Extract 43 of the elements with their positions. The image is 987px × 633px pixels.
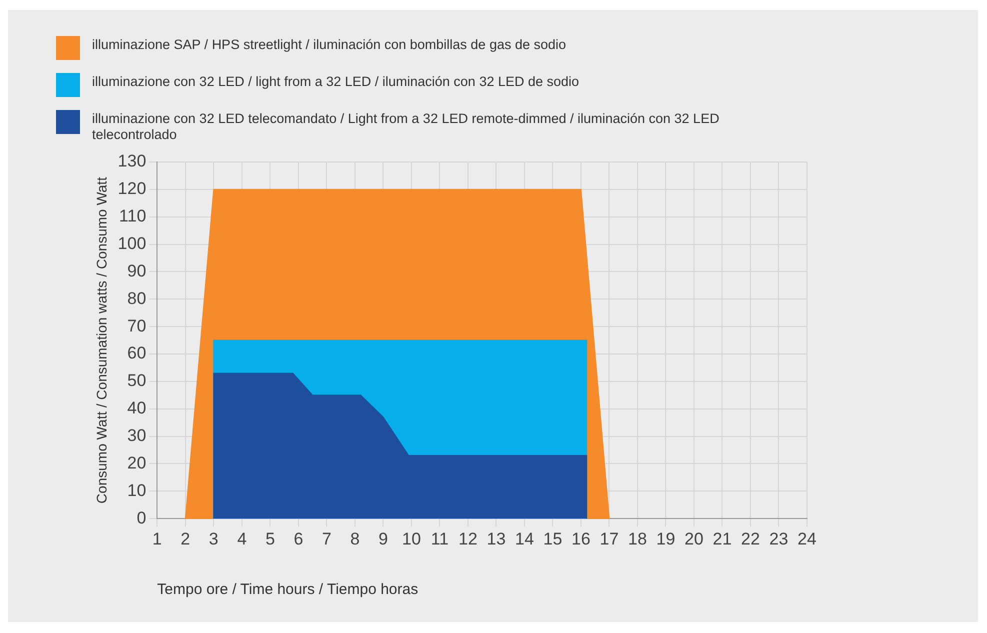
y-tick-label: 60	[127, 344, 146, 363]
x-tick-label: 10	[402, 529, 421, 548]
x-tick-label: 9	[378, 529, 388, 548]
y-tick-label: 10	[127, 480, 146, 500]
y-tick-label: 90	[127, 261, 146, 280]
y-tick-label: 0	[136, 508, 146, 528]
y-axis-title: Consumo Watt / Consumation watts / Consumo Watt	[93, 176, 110, 504]
y-tick-label: 30	[127, 426, 146, 445]
x-tick-label: 2	[180, 529, 190, 548]
x-tick-label: 1	[152, 529, 162, 548]
y-tick-label: 20	[127, 453, 146, 472]
x-tick-label: 17	[600, 529, 619, 548]
y-tick-label: 50	[127, 371, 146, 390]
y-tick-label: 40	[127, 398, 146, 418]
x-tick-label: 8	[350, 529, 360, 548]
x-axis-title: Tempo ore / Time hours / Tiempo horas	[157, 581, 418, 598]
y-tick-label: 110	[119, 206, 146, 226]
x-tick-label: 12	[458, 529, 478, 548]
y-tick-label: 100	[118, 234, 146, 253]
x-tick-label: 24	[798, 529, 816, 548]
y-tick-label: 80	[127, 288, 146, 308]
x-tick-label: 5	[265, 529, 275, 548]
x-tick-label: 14	[515, 529, 534, 548]
x-tick-label: 4	[237, 529, 247, 548]
y-tick-label: 130	[118, 152, 146, 171]
legend-label: illuminazione SAP / HPS streetlight / iluminación con bombillas de gas de sodio	[92, 36, 566, 53]
x-tick-label: 15	[543, 529, 562, 548]
y-tick-label: 70	[127, 316, 146, 336]
legend-label: illuminazione con 32 LED telecomandato / Light from a 32 LED remote-dimmed / iluminación con 32 LED telecontrolado	[92, 110, 720, 143]
x-tick-label: 13	[486, 529, 506, 548]
x-tick-label: 6	[294, 529, 304, 548]
x-tick-label: 23	[769, 529, 788, 548]
x-tick-label: 20	[684, 529, 704, 548]
y-tick-label: 120	[118, 179, 146, 198]
x-tick-label: 11	[430, 529, 449, 548]
x-tick-label: 22	[741, 529, 760, 548]
legend-label: illuminazione con 32 LED / light from a 32 LED / iluminación con 32 LED de sodio	[92, 73, 580, 90]
x-tick-label: 3	[208, 529, 218, 548]
x-tick-label: 7	[322, 529, 332, 548]
x-tick-label: 19	[656, 529, 676, 548]
x-tick-label: 16	[572, 529, 590, 548]
x-tick-label: 21	[712, 529, 732, 548]
x-tick-label: 18	[628, 529, 647, 548]
